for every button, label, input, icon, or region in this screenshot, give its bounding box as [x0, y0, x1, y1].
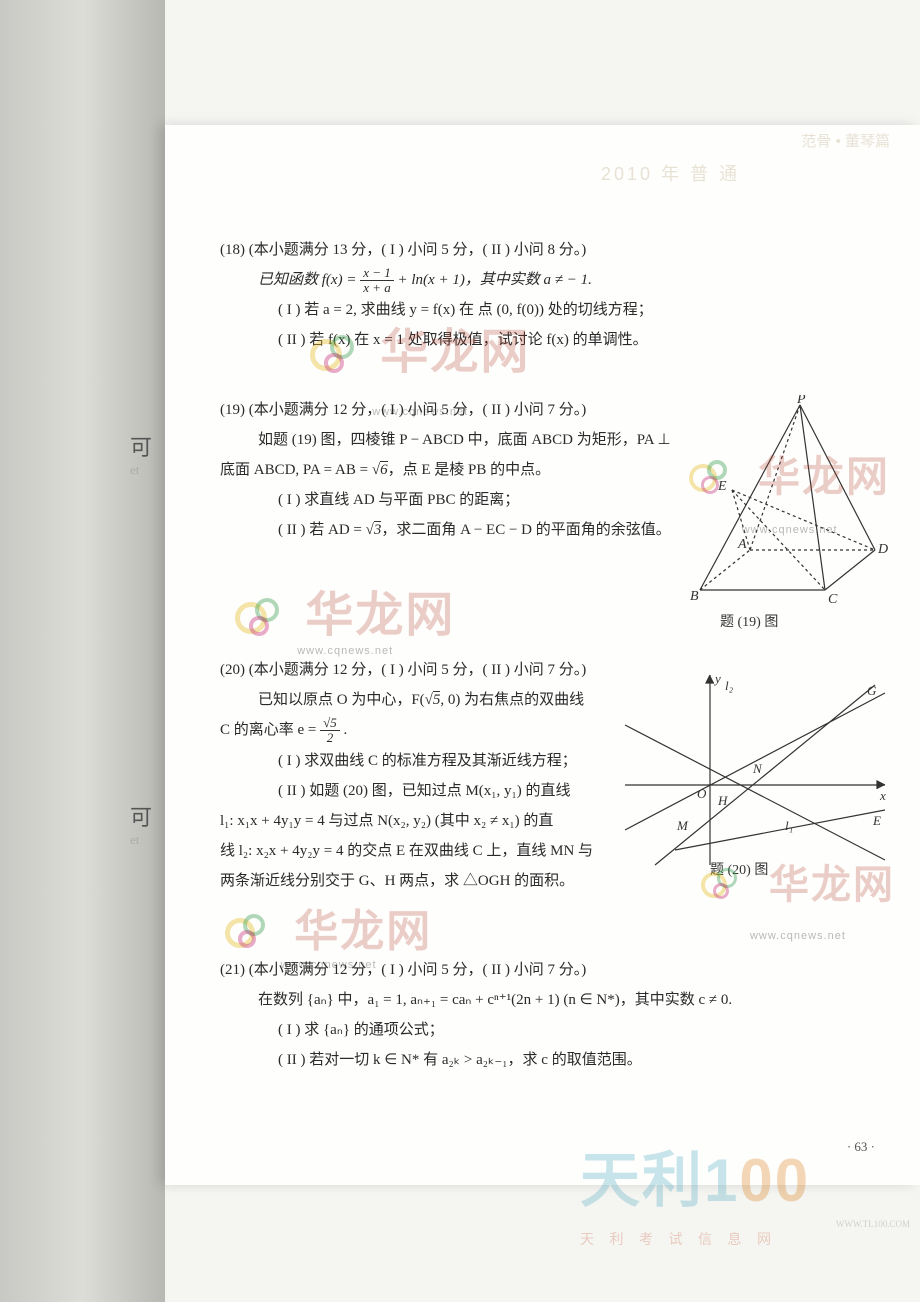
svg-text:M: M [676, 818, 689, 833]
faint-top-right: 范骨 • 董琴篇 [801, 130, 890, 151]
sub: et [130, 832, 165, 848]
p18-part2: ( II ) 若 f(x) 在 x = 1 处取得极值，试讨论 f(x) 的单调… [220, 325, 880, 355]
p18-part1: ( I ) 若 a = 2, 求曲线 y = f(x) 在 点 (0, f(0)… [220, 295, 880, 325]
figure-20: y x O G H M N E l₁ l₂ 题 (20) 图 [615, 665, 895, 895]
swirl-icon [225, 914, 280, 954]
char: 可 [130, 430, 165, 462]
p21-line1: 在数列 {aₙ} 中，a₁ = 1, aₙ₊₁ = caₙ + cⁿ⁺¹(2n … [220, 985, 880, 1015]
left-margin-fragment-2: 可 et [130, 800, 165, 880]
svg-text:C: C [828, 592, 838, 607]
svg-text:O: O [697, 786, 707, 801]
svg-text:D: D [877, 542, 888, 557]
problem-20: (20) (本小题满分 12 分，( I ) 小问 5 分，( II ) 小问 … [220, 655, 880, 915]
p18-header: (18) (本小题满分 13 分，( I ) 小问 5 分，( II ) 小问 … [220, 235, 880, 265]
faint-year: 2010 年 普 通 [601, 160, 740, 186]
svg-text:B: B [690, 589, 699, 604]
p18-given: 已知函数 f(x) = x − 1x + a + ln(x + 1)，其中实数 … [220, 265, 880, 295]
svg-text:E: E [717, 479, 727, 494]
svg-text:P: P [796, 395, 806, 407]
p21-part1: ( I ) 求 {aₙ} 的通项公式； [220, 1015, 880, 1045]
sub: et [130, 462, 165, 478]
svg-text:N: N [752, 761, 763, 776]
svg-text:y: y [713, 671, 721, 686]
book-spine [0, 0, 165, 1302]
problem-18: (18) (本小题满分 13 分，( I ) 小问 5 分，( II ) 小问 … [220, 235, 880, 355]
fig19-caption: 题 (19) 图 [720, 609, 778, 637]
tianli-url: WWW.TL100.COM [580, 1219, 910, 1229]
tianli-sub: 天 利 考 试 信 息 网 [580, 1229, 910, 1249]
problem-21: (21) (本小题满分 12 分，( I ) 小问 5 分，( II ) 小问 … [220, 955, 880, 1075]
fig20-caption: 题 (20) 图 [710, 857, 768, 885]
svg-text:E: E [872, 813, 881, 828]
p21-part2: ( II ) 若对一切 k ∈ N* 有 a₂ₖ > a₂ₖ₋₁，求 c 的取值… [220, 1045, 880, 1075]
pyramid-svg: P A B C D E [660, 395, 890, 615]
page-number: · 63 · [847, 1139, 875, 1155]
page-content: 范骨 • 董琴篇 2010 年 普 通 (18) (本小题满分 13 分，( I… [165, 125, 920, 1185]
left-margin-fragment-1: 可 et [130, 430, 165, 510]
char: 可 [130, 800, 165, 832]
svg-text:l₁: l₁ [785, 818, 793, 833]
hyperbola-svg: y x O G H M N E l₁ l₂ [615, 665, 895, 875]
svg-text:x: x [879, 788, 886, 803]
svg-text:A: A [737, 537, 747, 552]
svg-text:l₂: l₂ [725, 678, 734, 693]
figure-19: P A B C D E 题 (19) 图 [660, 395, 890, 635]
svg-text:H: H [717, 793, 728, 808]
svg-text:G: G [867, 683, 877, 698]
p21-header: (21) (本小题满分 12 分，( I ) 小问 5 分，( II ) 小问 … [220, 955, 880, 985]
problem-19: (19) (本小题满分 12 分，( I ) 小问 5 分，( II ) 小问 … [220, 395, 880, 625]
